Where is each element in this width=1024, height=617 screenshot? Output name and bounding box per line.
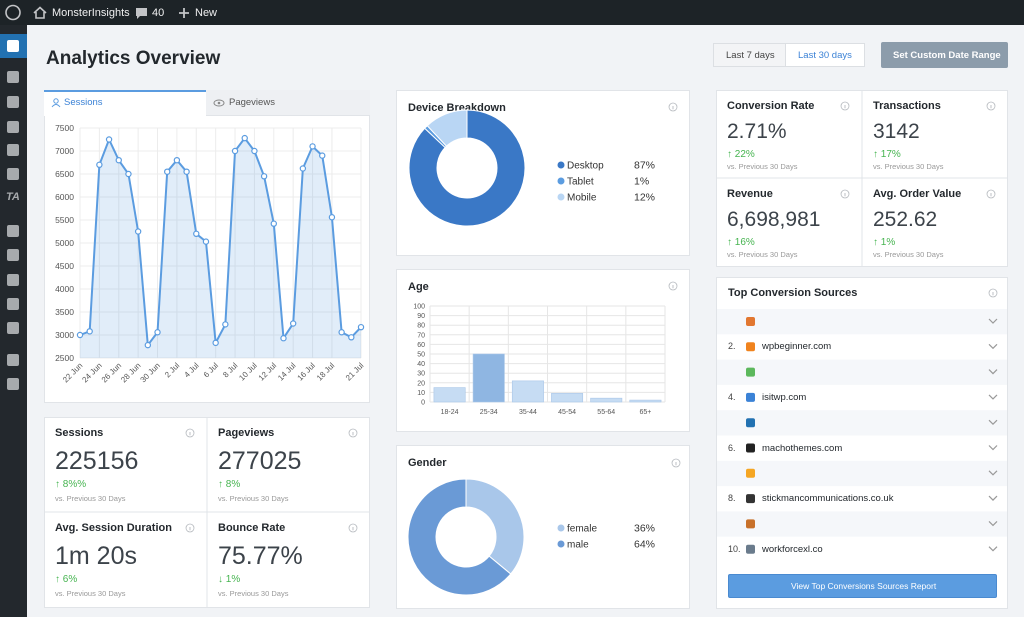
source-rank: 6. <box>728 442 736 453</box>
source-rank: 5. <box>728 417 736 428</box>
source-rank: 7. <box>728 467 736 478</box>
tab-pageviews-label[interactable]: Pageviews <box>229 97 275 108</box>
tab-pageviews[interactable] <box>206 90 370 116</box>
source-name[interactable]: docs.memberpress.com <box>762 417 864 429</box>
gender-panel <box>396 445 690 609</box>
source-rank: 10. <box>728 543 741 554</box>
range-30[interactable] <box>785 43 865 67</box>
source-rank: 2. <box>728 341 736 352</box>
age-title: Age <box>408 281 429 293</box>
tab-sessions[interactable] <box>44 90 206 116</box>
stat-change: ↓ 1% <box>218 574 241 585</box>
stat-label: Pageviews <box>218 427 275 439</box>
source-name[interactable]: mindsuppliers.com <box>762 518 842 530</box>
range-7-label[interactable]: Last 7 days <box>726 50 775 61</box>
custom-range-label[interactable]: Set Custom Date Range <box>893 50 1001 61</box>
source-name[interactable]: isitwp.com <box>762 391 807 403</box>
stat-change: ↑ 8% <box>218 479 241 490</box>
source-name[interactable]: stickmancommunications.co.uk <box>762 493 894 505</box>
site-stats <box>44 417 370 608</box>
tab-sessions-label[interactable]: Sessions <box>64 97 103 108</box>
page-title: Analytics Overview <box>46 48 221 69</box>
stat-value: 6,698,981 <box>727 208 821 231</box>
stat-label: Revenue <box>727 188 773 200</box>
stat-value: 1m 20s <box>55 542 137 570</box>
custom-range-button[interactable] <box>881 42 1008 68</box>
new-link[interactable]: New <box>195 7 218 19</box>
device-title: Device Breakdown <box>408 102 506 114</box>
sources-button[interactable] <box>728 574 997 598</box>
stat-change: ↑ 8%% <box>55 479 87 490</box>
stat-label: Conversion Rate <box>727 100 815 112</box>
gender-title: Gender <box>408 457 447 469</box>
stat-label: Bounce Rate <box>218 522 286 534</box>
stat-label: Avg. Session Duration <box>55 522 172 534</box>
comment-count[interactable]: 40 <box>152 7 165 19</box>
stat-note: vs. Previous 30 Days <box>727 250 798 259</box>
stat-note: vs. Previous 30 Days <box>55 589 126 598</box>
ecommerce-stats <box>716 90 1008 267</box>
stat-value: 225156 <box>55 447 139 475</box>
source-name[interactable]: wpbeginner.com <box>762 341 832 353</box>
stat-value: 2.71% <box>727 120 787 143</box>
stat-change: ↑ 16% <box>727 237 755 248</box>
source-name[interactable]: shareasale-analytics.com <box>762 467 870 479</box>
source-rank: 4. <box>728 391 736 402</box>
stat-value: 3142 <box>873 120 920 143</box>
stat-change: ↑ 22% <box>727 149 755 160</box>
stat-note: vs. Previous 30 Days <box>218 494 289 503</box>
source-name[interactable]: machothemes.com <box>762 442 843 454</box>
source-rank: 3. <box>728 366 736 377</box>
source-rank: 1. <box>728 316 736 326</box>
sidebar-active <box>0 34 27 58</box>
age-panel <box>396 269 690 432</box>
stat-label: Transactions <box>873 100 941 112</box>
sidebar-ta[interactable]: TA <box>6 191 20 203</box>
stat-label: Sessions <box>55 427 104 439</box>
admin-bar <box>0 0 1024 25</box>
sessions-panel <box>44 90 370 403</box>
range-7[interactable] <box>713 43 786 67</box>
stat-change: ↑ 1% <box>873 237 896 248</box>
stat-note: vs. Previous 30 Days <box>218 589 289 598</box>
source-rank: 8. <box>728 493 736 504</box>
sources-button-label[interactable]: View Top Conversions Sources Report <box>791 581 937 591</box>
stat-label: Avg. Order Value <box>873 188 962 200</box>
device-panel <box>396 90 690 256</box>
source-name[interactable]: wpforms.com <box>762 316 819 327</box>
sources-title: Top Conversion Sources <box>728 287 858 299</box>
stat-value: 75.77% <box>218 542 303 570</box>
range-30-label[interactable]: Last 30 days <box>798 50 852 61</box>
stat-value: 252.62 <box>873 208 938 231</box>
source-name[interactable]: workforcexl.co <box>762 543 823 555</box>
stat-note: vs. Previous 30 Days <box>873 162 944 171</box>
stat-note: vs. Previous 30 Days <box>873 250 944 259</box>
stat-note: vs. Previous 30 Days <box>727 162 798 171</box>
sources-panel <box>716 277 1008 609</box>
stat-value: 277025 <box>218 447 302 475</box>
sidebar <box>0 25 27 617</box>
source-rank: 9. <box>728 518 736 529</box>
site-name[interactable]: MonsterInsights <box>52 7 130 19</box>
source-name[interactable]: optinmonster.com <box>762 366 837 378</box>
stat-note: vs. Previous 30 Days <box>55 494 126 503</box>
stat-change: ↑ 6% <box>55 574 78 585</box>
stat-change: ↑ 17% <box>873 149 901 160</box>
